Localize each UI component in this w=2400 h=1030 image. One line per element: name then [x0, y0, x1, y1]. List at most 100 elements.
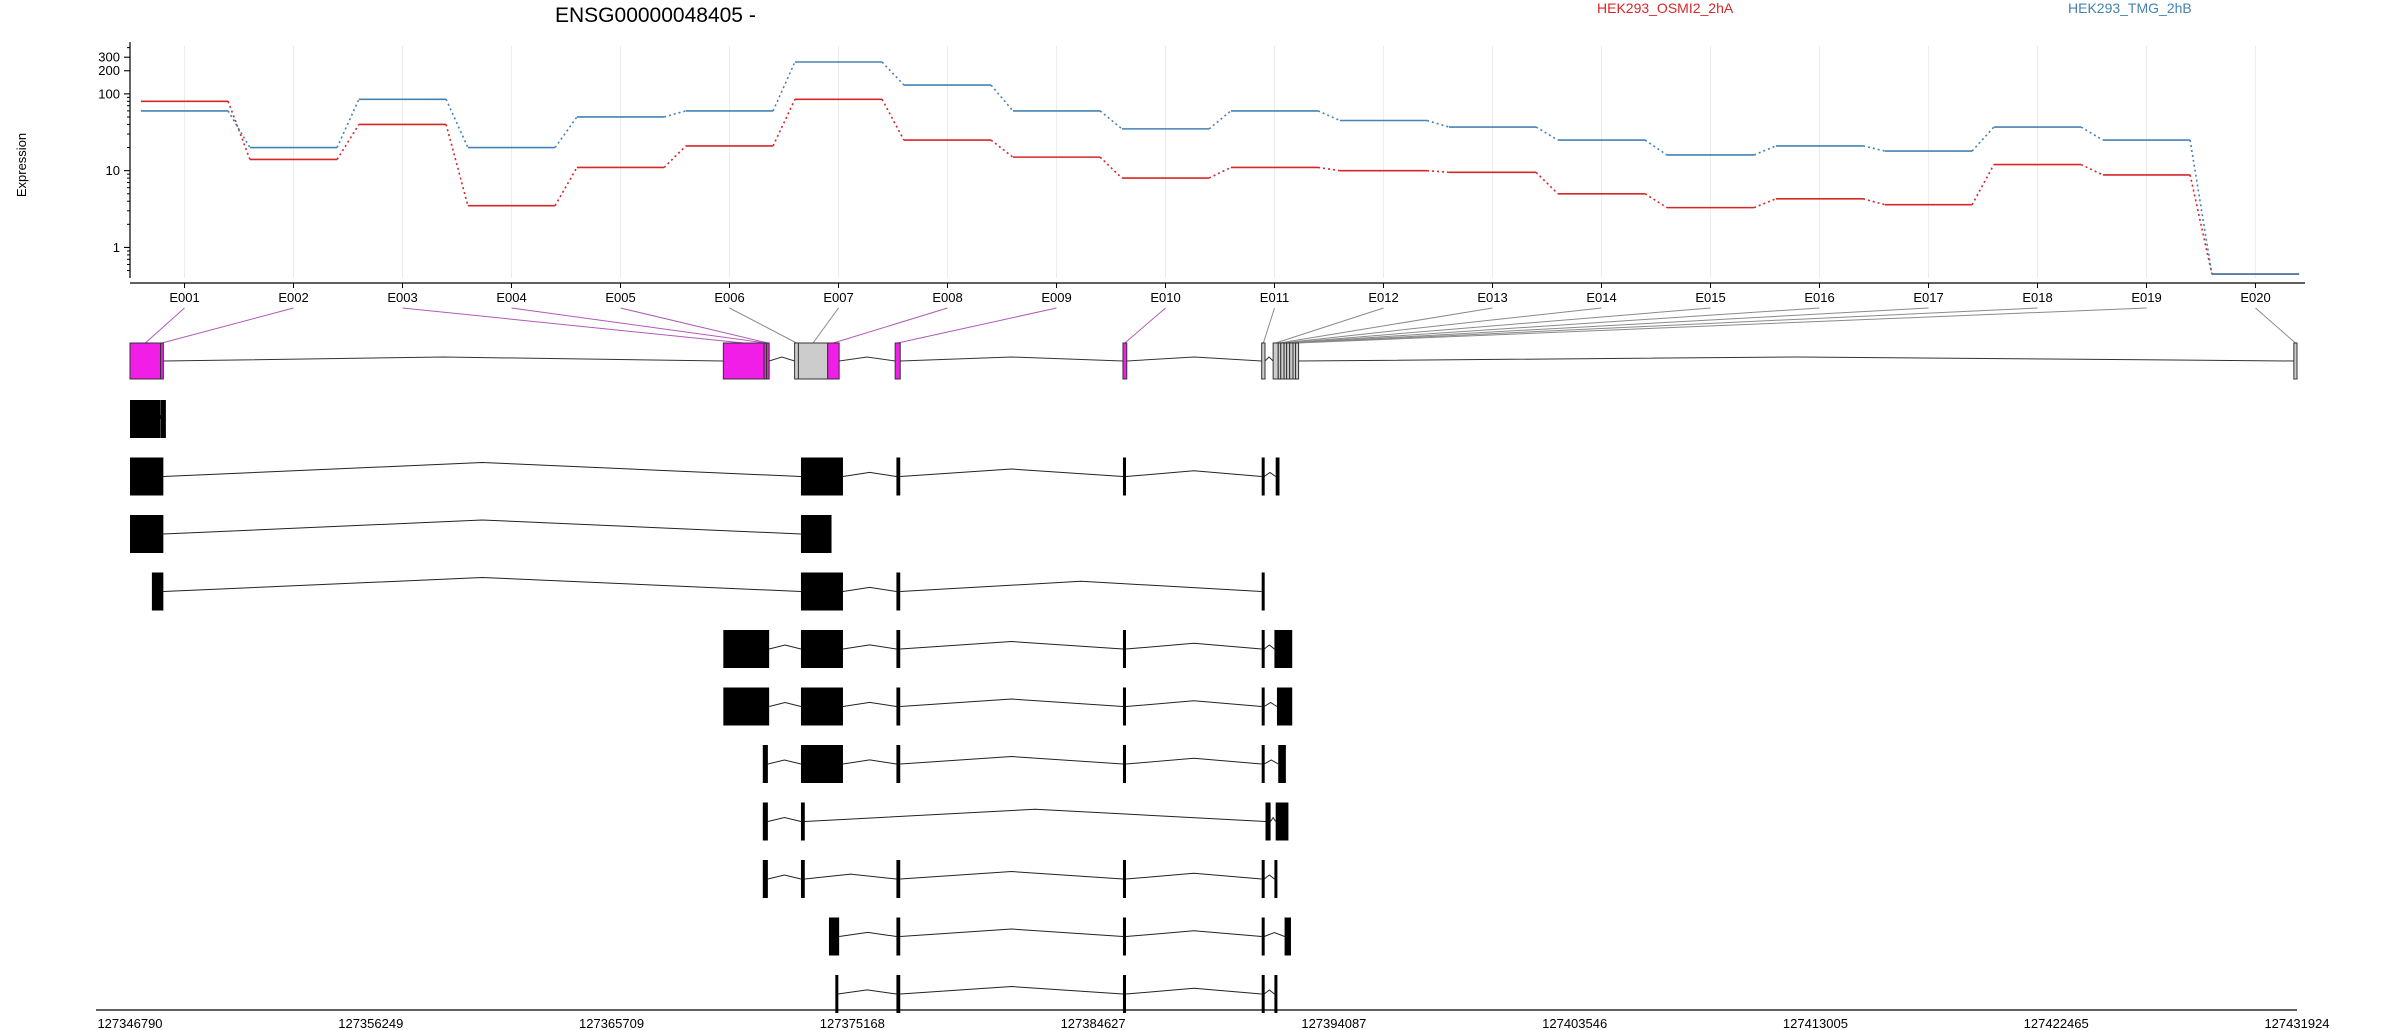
- series-transition: [1862, 145, 1886, 152]
- series-transition: [227, 110, 251, 148]
- model-intron: [900, 356, 1123, 362]
- model-intron: [839, 356, 896, 362]
- model-exon-bin: [722, 342, 765, 380]
- transcript-intron: [900, 756, 1123, 765]
- exon-connector: [620, 307, 768, 344]
- y-tick-label: 300: [98, 50, 120, 65]
- exon-connector: [511, 307, 766, 344]
- exon-label: E020: [2240, 290, 2270, 305]
- exon-connector: [161, 307, 294, 344]
- exon-label: E010: [1150, 290, 1180, 305]
- transcript-intron: [769, 644, 802, 650]
- genomic-tick-label: 127413005: [1783, 1016, 1848, 1030]
- transcript-intron: [767, 759, 802, 765]
- series-transition: [2080, 126, 2104, 141]
- series-transition: [663, 145, 687, 169]
- transcript-row: [130, 515, 832, 553]
- transcript-intron: [900, 928, 1123, 937]
- genomic-tick-label: 127384627: [1061, 1016, 1126, 1030]
- transcript-exon: [723, 630, 770, 668]
- transcript-exon: [160, 400, 166, 438]
- exon-connector: [2255, 307, 2296, 344]
- exon-connector: [833, 307, 948, 344]
- series-transition: [1971, 164, 1995, 206]
- transcript-intron: [839, 931, 897, 937]
- transcript-exon: [828, 917, 840, 956]
- transcript-exon: [896, 975, 901, 1013]
- series-transition: [1208, 166, 1232, 179]
- transcript-exon: [1122, 630, 1127, 668]
- exon-label: E006: [714, 290, 744, 305]
- genomic-tick-label: 127422465: [2024, 1016, 2089, 1030]
- transcript-row: [762, 860, 1278, 898]
- exon-connector: [144, 307, 185, 344]
- transcript-exon: [1261, 860, 1265, 898]
- series-transition: [1644, 139, 1668, 156]
- genomic-tick-label: 127431924: [2264, 1016, 2329, 1030]
- genomic-tick-label: 127346790: [97, 1016, 162, 1030]
- transcript-intron: [163, 519, 801, 535]
- transcript-intron: [1125, 872, 1262, 880]
- transcript-exon: [1274, 630, 1293, 668]
- series-transition: [1753, 198, 1777, 209]
- transcript-exon: [1278, 745, 1286, 783]
- transcript-intron: [1263, 989, 1275, 995]
- transcript-exon: [1122, 860, 1127, 898]
- transcript-exon: [723, 687, 770, 726]
- series-transition: [1971, 126, 1995, 152]
- series-transition: [1644, 193, 1668, 209]
- series-transition: [554, 167, 578, 207]
- transcript-row: [762, 745, 1286, 783]
- genomic-tick-label: 127365709: [579, 1016, 644, 1030]
- series-transition: [772, 61, 796, 112]
- transcript-exon: [1122, 687, 1127, 726]
- transcript-intron: [900, 698, 1123, 707]
- transcript-intron: [1263, 759, 1279, 765]
- y-tick-label: 200: [98, 63, 120, 78]
- exon-label: E003: [387, 290, 417, 305]
- series-transition: [1535, 171, 1559, 195]
- series-transition: [772, 98, 796, 147]
- transcript-exon: [1261, 745, 1265, 783]
- exon-connector: [1262, 307, 1275, 344]
- transcript-exon: [1284, 917, 1291, 956]
- transcript-exon: [1261, 975, 1265, 1013]
- exon-labels: E001 E002 E003 E004 E005 E006 E007 E008 E009 E010…: [169, 290, 2270, 305]
- exon-connector: [1282, 307, 1602, 344]
- transcript-exon: [1274, 975, 1278, 1013]
- series-transition: [1535, 126, 1559, 141]
- series-transition: [2189, 174, 2213, 275]
- model-exon-bin: [827, 342, 840, 380]
- chart-title: ENSG00000048405 -: [555, 4, 756, 27]
- exon-label: E016: [1804, 290, 1834, 305]
- series-transition: [663, 110, 687, 118]
- transcript-exon: [896, 687, 901, 726]
- exon-connector: [1291, 307, 1929, 344]
- exon-label: E012: [1368, 290, 1398, 305]
- series-transition: [881, 61, 905, 86]
- transcript-exon: [1261, 572, 1265, 611]
- model-intron: [1298, 356, 2294, 362]
- transcript-row: [130, 457, 1280, 496]
- series-transition: [1099, 156, 1123, 179]
- exon-connectors: [144, 307, 2296, 344]
- transcript-intron: [900, 871, 1123, 880]
- transcript-exon: [762, 745, 768, 783]
- transcript-intron: [842, 644, 897, 650]
- exon-label: E014: [1586, 290, 1616, 305]
- transcript-intron: [1263, 644, 1275, 650]
- transcript-exon: [1261, 687, 1265, 726]
- model-intron: [1264, 356, 1274, 362]
- transcript-exon: [896, 860, 901, 898]
- transcript-intron: [842, 759, 897, 765]
- transcript-intron: [804, 808, 1266, 822]
- series-transition: [445, 124, 469, 206]
- transcript-intron: [842, 471, 897, 477]
- transcript-exon: [762, 802, 768, 841]
- series-transition: [1862, 198, 1886, 206]
- model-exon-bin: [894, 342, 901, 380]
- transcript-row: [130, 400, 166, 438]
- exon-label: E008: [932, 290, 962, 305]
- transcript-exon: [896, 917, 901, 956]
